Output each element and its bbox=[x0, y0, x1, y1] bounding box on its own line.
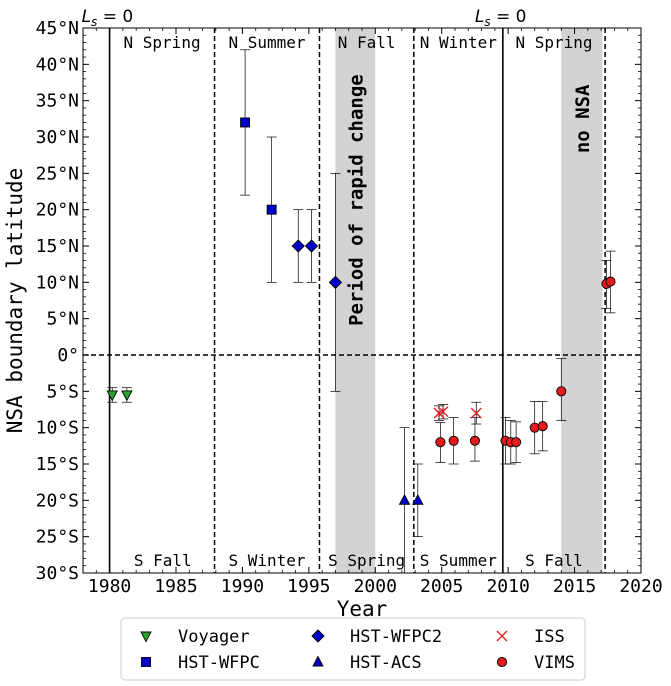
ls-zero-label: Ls = 0 bbox=[475, 7, 527, 29]
vims-point bbox=[605, 276, 616, 287]
iss-point bbox=[437, 406, 449, 418]
legend-marker bbox=[311, 629, 325, 643]
vims-point bbox=[537, 421, 548, 432]
x-tick-label: 1995 bbox=[287, 576, 330, 597]
shaded-region bbox=[335, 28, 376, 573]
legend: Voyager HST-WFPC HST-WFPC2 HST-ACS ISS VIMS bbox=[120, 617, 586, 681]
y-tick-label: 45°N bbox=[36, 18, 79, 39]
x-tick-label: 2005 bbox=[420, 576, 463, 597]
south-season-label: S Winter bbox=[228, 551, 305, 570]
voyager-point bbox=[106, 390, 118, 402]
legend-marker bbox=[140, 631, 152, 643]
y-tick-label: 30°S bbox=[36, 563, 79, 584]
x-tick-label: 2000 bbox=[354, 576, 397, 597]
legend-marker bbox=[141, 657, 151, 667]
south-season-label: S Fall bbox=[525, 551, 583, 570]
legend-label: ISS bbox=[534, 627, 565, 647]
north-season-label: N Spring bbox=[124, 33, 201, 52]
vims-point bbox=[511, 437, 522, 448]
y-tick-label: 20°N bbox=[36, 200, 79, 221]
y-tick-label: 15°N bbox=[36, 236, 79, 257]
vims-point bbox=[448, 435, 459, 446]
voyager-point bbox=[121, 390, 133, 402]
hst-wfpc2-point bbox=[291, 239, 305, 253]
y-tick-label: 5°S bbox=[46, 381, 79, 402]
x-tick-label: 1980 bbox=[88, 576, 131, 597]
vims-point bbox=[469, 435, 480, 446]
y-tick-label: 25°S bbox=[36, 527, 79, 548]
hst-acs-point bbox=[398, 493, 411, 505]
south-season-label: S Fall bbox=[134, 551, 192, 570]
x-stroke bbox=[470, 407, 482, 419]
legend-label: HST-WFPC bbox=[178, 653, 260, 673]
x-tick-label: 2015 bbox=[553, 576, 596, 597]
legend-marker bbox=[312, 655, 324, 667]
hst-wfpc2-point bbox=[304, 239, 319, 253]
shaded-region bbox=[561, 28, 603, 573]
x-tick-label: 1990 bbox=[221, 576, 264, 597]
hst-acs-point bbox=[412, 493, 424, 505]
legend-label: HST-WFPC2 bbox=[350, 627, 442, 647]
x-tick-label: 1985 bbox=[154, 576, 197, 597]
south-season-label: S Spring bbox=[328, 551, 405, 570]
y-tick-label: 10°S bbox=[36, 418, 79, 439]
legend-marker bbox=[496, 656, 508, 668]
hst-wfpc-point bbox=[240, 117, 251, 128]
x-stroke bbox=[433, 407, 445, 419]
iss-point bbox=[433, 407, 445, 419]
vims-point bbox=[435, 437, 446, 448]
y-tick-label: 15°S bbox=[36, 454, 79, 475]
south-season-label: S Summer bbox=[420, 551, 497, 570]
ls-zero-label: Ls = 0 bbox=[82, 7, 134, 29]
x-tick-label: 2010 bbox=[486, 576, 529, 597]
y-tick-label: 10°N bbox=[36, 272, 79, 293]
y-tick-label: 0° bbox=[57, 345, 79, 366]
north-season-label: N Winter bbox=[420, 33, 497, 52]
legend-label: Voyager bbox=[178, 627, 250, 647]
y-tick-label: 30°N bbox=[36, 127, 79, 148]
north-season-label: N Fall bbox=[338, 33, 396, 52]
iss-point bbox=[470, 407, 482, 419]
hst-wfpc-point bbox=[266, 204, 277, 215]
y-tick-label: 40°N bbox=[36, 54, 79, 75]
y-tick-label: 25°N bbox=[36, 163, 79, 184]
legend-label: HST-ACS bbox=[350, 653, 422, 673]
legend-marker bbox=[496, 630, 508, 642]
y-tick-label: 35°N bbox=[36, 91, 79, 112]
x-stroke bbox=[437, 406, 449, 418]
y-axis-label: NSA boundary latitude bbox=[3, 168, 27, 434]
hst-wfpc2-point bbox=[328, 275, 343, 289]
x-axis-label: Year bbox=[337, 597, 388, 621]
vims-point bbox=[556, 386, 567, 397]
no-nsa-label: no NSA bbox=[572, 84, 594, 153]
rapid-change-label: Period of rapid change bbox=[345, 74, 367, 326]
y-tick-label: 5°N bbox=[46, 309, 79, 330]
x-stroke bbox=[496, 630, 508, 642]
y-tick-label: 20°S bbox=[36, 490, 79, 511]
legend-label: VIMS bbox=[534, 653, 575, 673]
north-season-label: N Spring bbox=[515, 33, 592, 52]
north-season-label: N Summer bbox=[228, 33, 305, 52]
x-tick-label: 2020 bbox=[619, 576, 662, 597]
legend-box bbox=[120, 617, 586, 681]
